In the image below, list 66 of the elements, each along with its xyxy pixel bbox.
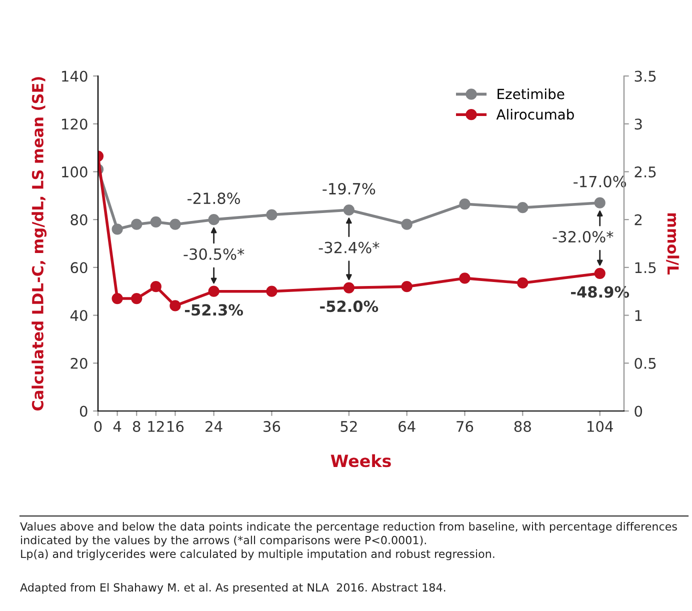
point xyxy=(266,286,278,297)
y2-tick-label: 1.5 xyxy=(635,262,656,274)
y-tick-label: 60 xyxy=(70,262,88,274)
point xyxy=(594,268,606,279)
y2-tick-label: 0 xyxy=(634,406,642,417)
point xyxy=(401,281,412,292)
annotation: -19.7% xyxy=(322,182,376,195)
point xyxy=(150,281,162,292)
point xyxy=(517,202,528,214)
annotation: -21.8% xyxy=(188,192,240,204)
annotation: -32.4%* xyxy=(318,242,380,254)
x-tick-label: 24 xyxy=(206,420,222,432)
y-tick-label: 20 xyxy=(70,358,88,369)
point xyxy=(112,224,123,235)
point xyxy=(266,209,278,220)
x-tick-label: 52 xyxy=(340,420,357,432)
point xyxy=(343,282,354,294)
annotation: -17.0% xyxy=(574,176,626,188)
x-tick-label: 36 xyxy=(264,420,280,432)
y2-tick-label: 3.5 xyxy=(634,70,656,82)
y2-tick-label: 0.5 xyxy=(634,358,656,369)
y-tick-label: 100 xyxy=(62,166,88,178)
point xyxy=(517,277,528,289)
point xyxy=(170,300,181,312)
point xyxy=(131,292,142,304)
point xyxy=(459,198,470,210)
x-tick-label: 88 xyxy=(514,420,531,432)
y-tick-label: 0 xyxy=(80,406,88,417)
point xyxy=(112,292,123,304)
legend-label: Ezetimibe xyxy=(498,88,564,100)
point xyxy=(343,204,354,216)
x-tick-label: 8 xyxy=(132,420,140,432)
x-tick-label: 12 xyxy=(148,420,164,432)
text: Values above and below the data points indicate the percentage reduction from baseline, with percentage differences indicated by the values by the arrows (*all comparisons were P<0.0001). Lp(a) and triglycerides were calculated by multiple imputation and robust regression. xyxy=(20,522,677,560)
y-axis-title: Calculated LDL-C, mg/dL, LS mean (SE) xyxy=(32,77,47,410)
x-tick-label: 104 xyxy=(588,420,613,432)
text: Adapted from El Shahawy M. et al. As presented at NLA 2016. Abstract 184. xyxy=(20,583,446,594)
point xyxy=(170,218,181,230)
x-tick-label: 4 xyxy=(113,421,122,432)
y-tick-label: 140 xyxy=(62,70,88,82)
legend-label: Alirocumab xyxy=(496,108,574,120)
point xyxy=(459,272,470,284)
x-tick-label: 64 xyxy=(398,420,416,432)
x-axis-title: Weeks xyxy=(330,454,391,468)
point xyxy=(208,214,220,226)
y2-tick-label: 1 xyxy=(635,310,642,321)
x-tick-label: 76 xyxy=(456,420,474,432)
annotation: -52.3% xyxy=(184,304,244,316)
annotation: -52.0% xyxy=(320,300,378,312)
y2-tick-label: 3 xyxy=(634,118,642,130)
point xyxy=(208,286,220,297)
y2-tick-label: 2 xyxy=(634,214,642,226)
y-tick-label: 80 xyxy=(70,214,88,226)
annotation: -48.9% xyxy=(571,286,630,298)
y-tick-label: 120 xyxy=(62,118,88,130)
y2-axis-title: mmol/L xyxy=(666,213,680,275)
annotation: -32.0%* xyxy=(552,230,614,243)
annotation: -30.5%* xyxy=(184,248,244,260)
point xyxy=(150,216,162,228)
y-tick-label: 40 xyxy=(70,310,88,322)
x-tick-label: 0 xyxy=(94,420,102,432)
point xyxy=(401,218,412,230)
point xyxy=(594,197,606,208)
y2-tick-label: 2.5 xyxy=(634,166,656,178)
point xyxy=(131,218,142,230)
x-tick-label: 16 xyxy=(168,420,184,432)
